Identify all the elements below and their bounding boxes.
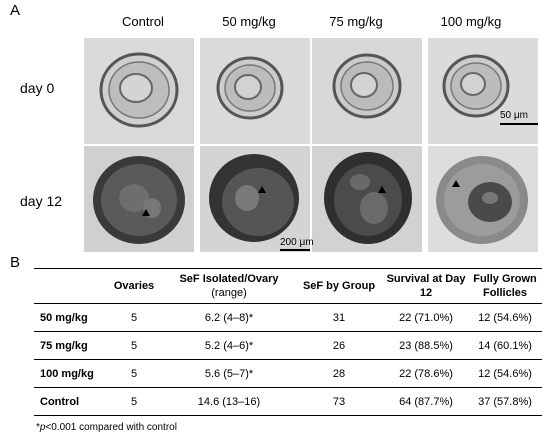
row-label-day12: day 12 [20,193,63,209]
panel-b-label: B [10,254,21,271]
cell-ovaries: 5 [130,367,138,380]
cell-ovaries: 5 [130,339,138,352]
footnote-p: p [39,422,46,433]
cell-survival: 22 (78.6%) [399,367,453,380]
scale-bar-day12-label: 200 μm [280,237,314,248]
cell-group: 50 mg/kg [40,311,88,324]
cell-fully-grown: 37 (57.8%) [478,395,532,408]
cell-sef-isolated: 5.6 (5–7)* [204,367,254,380]
footnote-star: * [36,422,40,433]
header-ovaries: Ovaries [113,280,155,292]
column-header-50: 50 mg/kg [222,14,276,29]
cell-survival: 23 (88.5%) [399,339,453,352]
results-table: Ovaries SeF Isolated/Ovary (range) SeF b… [34,268,542,416]
scale-bar-day12: 200 μm [280,237,314,251]
results-table-container: Ovaries SeF Isolated/Ovary (range) SeF b… [34,268,542,416]
table-header-row: Ovaries SeF Isolated/Ovary (range) SeF b… [34,268,542,304]
micrograph-50-day12 [200,146,310,252]
header-sef-isolated-main: SeF Isolated/Ovary [179,273,279,285]
header-survival: Survival at Day 12 [386,273,466,299]
scale-bar-day0: 50 μm [500,110,538,125]
micrograph-100-day0 [428,38,538,144]
header-sef-isolated-sub: (range) [211,287,247,299]
panel-a-label: A [10,2,21,19]
header-group [34,269,104,304]
column-header-100: 100 mg/kg [440,14,502,29]
table-row: Control 5 14.6 (13–16) 73 64 (87.7%) 37 … [34,388,542,416]
row-label-day0: day 0 [20,80,55,96]
micrograph-50-day0 [200,38,310,144]
cell-fully-grown: 12 (54.6%) [478,311,532,324]
micrograph-75-day0 [312,38,422,144]
scale-bar-day0-label: 50 μm [500,110,528,121]
cell-sef-isolated: 6.2 (4–8)* [204,311,254,324]
micrograph-75-day12 [312,146,422,252]
cell-group: Control [40,395,80,408]
table-row: 50 mg/kg 5 6.2 (4–8)* 31 22 (71.0%) 12 (… [34,304,542,332]
micrograph-100-day12 [428,146,538,252]
cell-ovaries: 5 [130,395,138,408]
cell-sef-isolated: 14.6 (13–16) [197,395,261,408]
cell-fully-grown: 12 (54.6%) [478,367,532,380]
scale-bar-day0-line [500,123,538,125]
table-footnote: *p<0.001 compared with control [36,422,177,433]
cell-sef-isolated: 5.2 (4–6)* [204,339,254,352]
cell-ovaries: 5 [130,311,138,324]
table-row: 75 mg/kg 5 5.2 (4–6)* 26 23 (88.5%) 14 (… [34,332,542,360]
column-header-control: Control [122,14,164,29]
micrograph-control-day12 [84,146,194,252]
header-sef-group: SeF by Group [302,280,376,292]
table-row: 100 mg/kg 5 5.6 (5–7)* 28 22 (78.6%) 12 … [34,360,542,388]
cell-sef-group: 73 [332,395,346,408]
cell-sef-group: 28 [332,367,346,380]
cell-sef-group: 31 [332,311,346,324]
micrograph-control-day0 [84,38,194,144]
cell-survival: 22 (71.0%) [399,311,453,324]
header-fully-grown: Fully Grown Follicles [473,273,537,299]
cell-sef-group: 26 [332,339,346,352]
footnote-text: <0.001 compared with control [45,422,177,433]
header-sef-isolated: SeF Isolated/Ovary (range) [164,269,294,304]
scale-bar-day12-line [280,249,310,251]
cell-group: 100 mg/kg [40,367,94,380]
column-header-75: 75 mg/kg [329,14,383,29]
cell-survival: 64 (87.7%) [399,395,453,408]
cell-group: 75 mg/kg [40,339,88,352]
cell-fully-grown: 14 (60.1%) [478,339,532,352]
